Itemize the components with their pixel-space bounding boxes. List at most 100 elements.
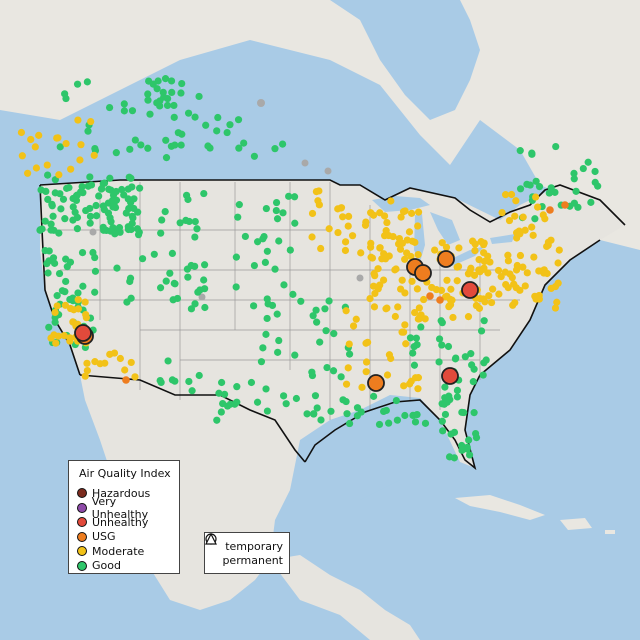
monitor-dot[interactable] (501, 191, 510, 199)
monitor-dot[interactable] (570, 169, 578, 177)
monitor-dot[interactable] (297, 297, 305, 305)
monitor-dot[interactable] (47, 226, 55, 234)
monitor-dot[interactable] (66, 334, 74, 342)
monitor-dot[interactable] (278, 140, 287, 148)
monitor-dot[interactable] (376, 244, 384, 252)
monitor-dot[interactable] (220, 390, 229, 398)
monitor-dot[interactable] (392, 265, 400, 273)
monitor-dot[interactable] (167, 142, 176, 150)
monitor-dot[interactable] (73, 80, 82, 88)
monitor-dot[interactable] (446, 301, 455, 309)
monitor-dot[interactable] (91, 288, 99, 296)
monitor-dot[interactable] (105, 103, 114, 112)
monitor-dot[interactable] (66, 295, 74, 304)
monitor-dot[interactable] (323, 363, 331, 372)
monitor-dot[interactable] (275, 237, 283, 245)
monitor-dot[interactable] (553, 298, 561, 306)
monitor-dot[interactable] (408, 277, 416, 285)
monitor-dot[interactable] (235, 201, 243, 209)
monitor-dot[interactable] (453, 277, 461, 285)
monitor-dot[interactable] (286, 246, 294, 254)
monitor-dot[interactable] (83, 78, 91, 86)
monitor-dot[interactable] (495, 290, 503, 298)
monitor-dot[interactable] (535, 295, 543, 303)
monitor-dot[interactable] (410, 361, 419, 369)
monitor-dot[interactable] (157, 229, 165, 237)
monitor-dot[interactable] (508, 273, 516, 282)
monitor-dot[interactable] (272, 206, 280, 215)
monitor-dot[interactable] (412, 334, 420, 342)
monitor-dot[interactable] (523, 269, 531, 277)
monitor-dot[interactable] (438, 239, 446, 247)
monitor-dot[interactable] (334, 205, 342, 213)
monitor-dot[interactable] (194, 288, 202, 296)
monitor-dot[interactable] (358, 383, 366, 391)
monitor-dot[interactable] (579, 164, 587, 173)
monitor-dot[interactable] (170, 101, 178, 110)
monitor-dot[interactable] (136, 184, 144, 192)
monitor-dot[interactable] (512, 197, 520, 205)
monitor-dot[interactable] (521, 226, 529, 234)
monitor-dot[interactable] (118, 185, 126, 194)
monitor-dot[interactable] (62, 139, 70, 148)
monitor-dot[interactable] (309, 312, 317, 320)
monitor-dot[interactable] (591, 167, 599, 176)
monitor-dot[interactable] (76, 156, 84, 164)
monitor-dot[interactable] (41, 217, 49, 225)
monitor-dot[interactable] (398, 328, 406, 336)
monitor-dot[interactable] (504, 251, 512, 259)
monitor-dot[interactable] (121, 366, 129, 374)
monitor-dot[interactable] (86, 219, 94, 227)
monitor-dot[interactable] (461, 353, 469, 361)
monitor-dot[interactable] (572, 187, 580, 195)
monitor-dot[interactable] (145, 77, 153, 85)
monitor-dot[interactable] (584, 158, 592, 166)
monitor-dot[interactable] (329, 367, 338, 375)
monitor-dot[interactable] (52, 339, 60, 347)
monitor-dot[interactable] (321, 305, 329, 313)
monitor-dot[interactable] (362, 358, 371, 366)
monitor-dot[interactable] (110, 349, 119, 357)
monitor-dot[interactable] (262, 330, 270, 338)
monitor-dot[interactable] (516, 230, 524, 238)
monitor-dot[interactable] (308, 209, 317, 218)
monitor-dot[interactable] (291, 219, 299, 227)
monitor-dot[interactable] (470, 409, 478, 417)
monitor-dot[interactable] (555, 246, 563, 254)
monitor-dot[interactable] (63, 184, 71, 192)
monitor-dot[interactable] (56, 190, 64, 198)
monitor-dot[interactable] (163, 101, 172, 110)
monitor-dot[interactable] (344, 222, 352, 230)
monitor-dot[interactable] (435, 358, 443, 366)
monitor-dot[interactable] (435, 335, 444, 343)
monitor-dot[interactable] (86, 212, 95, 220)
monitor-dot[interactable] (174, 129, 182, 137)
monitor-dot[interactable] (161, 207, 169, 216)
monitor-dot[interactable] (327, 407, 335, 415)
monitor-dot[interactable] (32, 164, 41, 172)
monitor-dot[interactable] (91, 358, 99, 366)
monitor-dot[interactable] (275, 336, 283, 345)
monitor-dot[interactable] (273, 310, 281, 318)
monitor-dot[interactable] (406, 334, 415, 342)
monitor-dot[interactable] (342, 307, 350, 315)
monitor-dot[interactable] (17, 128, 26, 137)
monitor-dot[interactable] (99, 202, 108, 210)
monitor-dot[interactable] (511, 212, 519, 220)
monitor-dot[interactable] (449, 313, 457, 322)
monitor-dot[interactable] (554, 279, 562, 287)
monitor-dot[interactable] (60, 331, 68, 340)
monitor-dot[interactable] (362, 218, 370, 226)
monitor-dot[interactable] (291, 351, 299, 359)
monitor-dot[interactable] (184, 109, 193, 117)
monitor-dot[interactable] (470, 365, 478, 373)
monitor-dot[interactable] (125, 204, 133, 213)
monitor-dot[interactable] (454, 262, 463, 271)
monitor-dot[interactable] (206, 144, 214, 152)
monitor-dot[interactable] (530, 253, 538, 261)
monitor-dot[interactable] (134, 208, 142, 216)
monitor-dot[interactable] (99, 223, 107, 231)
monitor-dot[interactable] (74, 289, 82, 297)
monitor-dot[interactable] (401, 321, 409, 329)
monitor-dot[interactable] (217, 408, 225, 416)
